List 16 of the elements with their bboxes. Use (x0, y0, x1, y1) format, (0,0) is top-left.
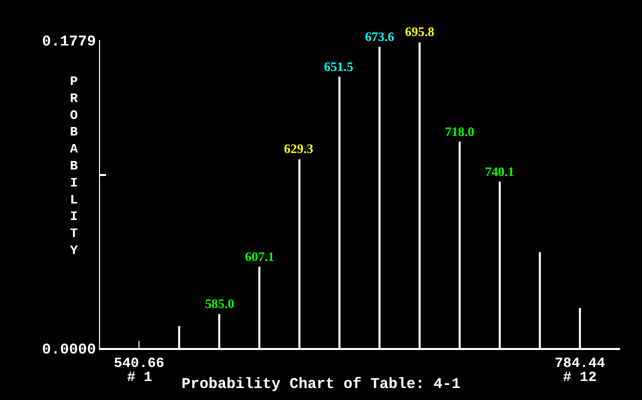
annotation: 585.0 (205, 296, 234, 311)
x-tick-label: 540.66 (114, 356, 164, 372)
y-tick-label: 0.0000 (42, 341, 96, 358)
annotation: 607.1 (245, 249, 274, 264)
text: Probability Chart of Table: 4-1 (181, 376, 461, 393)
x-tick-label: 784.44 (554, 356, 606, 372)
annotation: 718.0 (445, 124, 474, 139)
y-tick-label: 0.1779 (42, 33, 96, 50)
annotation: 651.5 (324, 59, 354, 74)
annotation: 673.6 (365, 29, 395, 44)
annotation: 629.3 (284, 141, 314, 156)
annotation: 695.8 (405, 24, 435, 39)
annotation: 740.1 (485, 164, 514, 179)
annotation: # 12 (563, 370, 597, 386)
text: PROBABILITY (70, 74, 78, 258)
annotation: # 1 (127, 370, 152, 386)
